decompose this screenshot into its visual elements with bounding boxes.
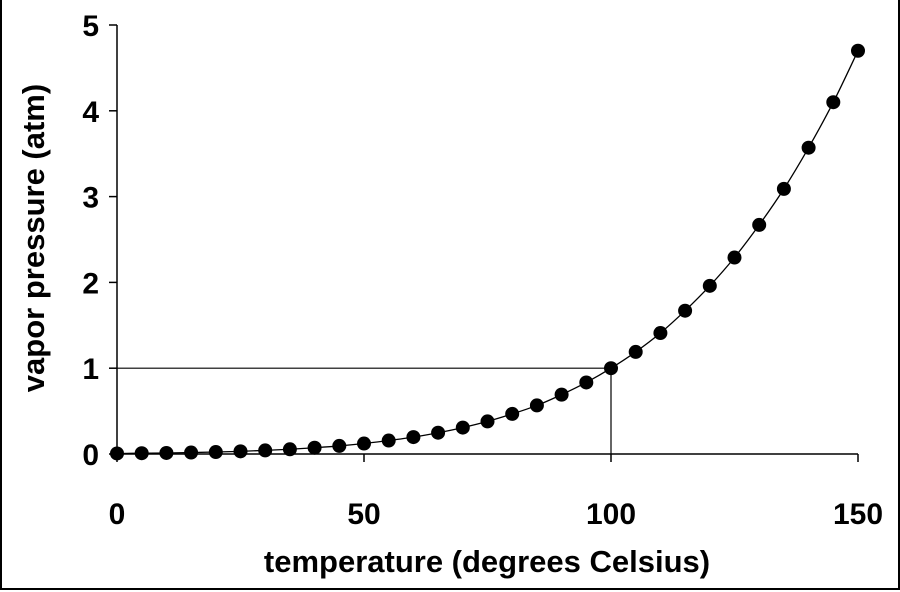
data-point [702, 278, 717, 293]
x-tick-label: 0 [109, 498, 126, 531]
curve-layer [116, 50, 859, 455]
x-tick-label: 150 [833, 498, 883, 531]
x-tick-label: 50 [347, 498, 380, 531]
data-point [801, 140, 816, 155]
data-point [480, 414, 495, 429]
data-point [678, 303, 693, 318]
data-point [653, 326, 668, 341]
y-tick-label: 0 [82, 439, 99, 472]
data-point [110, 446, 124, 461]
data-point [529, 398, 544, 413]
data-point [357, 436, 371, 451]
data-point [505, 406, 520, 421]
data-point [776, 181, 791, 196]
data-point [332, 438, 347, 453]
data-point [381, 433, 396, 448]
data-point [307, 440, 322, 455]
data-point [604, 361, 618, 376]
data-point [455, 420, 470, 435]
data-point [159, 445, 174, 460]
data-point [134, 446, 149, 461]
data-point [406, 430, 421, 445]
y-tick-label: 5 [82, 10, 99, 43]
data-point [233, 444, 248, 459]
y-tick-label: 1 [82, 353, 99, 386]
y-tick-label: 4 [82, 96, 99, 129]
data-point [208, 445, 223, 460]
data-point [727, 250, 742, 265]
data-point [826, 95, 841, 110]
data-point [258, 443, 273, 458]
y-axis-title: vapor pressure (atm) [16, 84, 51, 392]
y-tick-label: 3 [82, 182, 99, 215]
x-tick-label: 100 [586, 498, 636, 531]
series-line [116, 50, 859, 455]
data-points [110, 43, 865, 461]
data-point [752, 217, 767, 232]
data-point [554, 387, 569, 402]
data-point [184, 445, 199, 460]
data-point [851, 43, 865, 58]
reference-lines [117, 367, 612, 454]
data-point [282, 442, 297, 457]
y-tick-label: 2 [82, 267, 99, 300]
data-point [579, 375, 594, 390]
x-axis-title: temperature (degrees Celsius) [264, 544, 710, 579]
data-point [628, 344, 643, 359]
data-point [431, 425, 446, 440]
